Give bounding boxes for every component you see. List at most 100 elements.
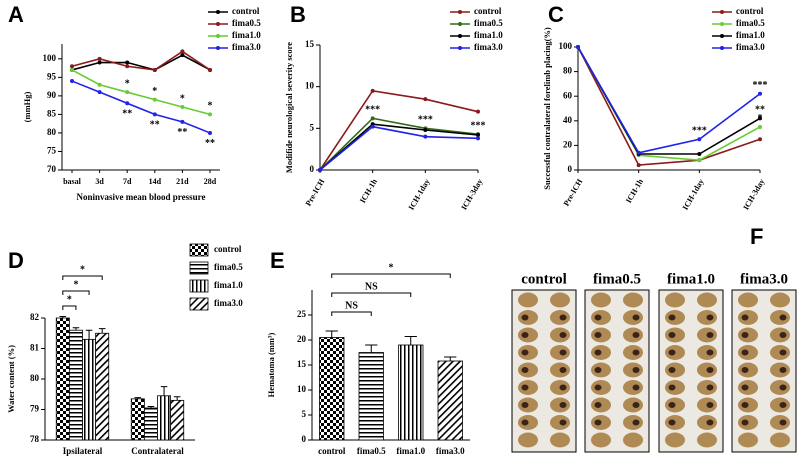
- series-line: [577, 46, 761, 166]
- data-point: [758, 137, 762, 142]
- error-bar: [444, 356, 457, 361]
- data-point: [208, 112, 212, 117]
- data-point: [697, 137, 702, 142]
- hematoma-spot: [559, 349, 567, 356]
- y-tick-label: 80: [47, 127, 57, 137]
- error-bar: [72, 327, 80, 331]
- data-point: [125, 101, 130, 106]
- legend-label: fima0.5: [232, 18, 261, 28]
- x-axis-label: Noninvasive mean blood pressure: [77, 192, 206, 202]
- significance-mark: **: [150, 120, 160, 131]
- x-tick-label: ICH-3day: [459, 177, 484, 211]
- x-tick-label: fima0.5: [357, 446, 386, 456]
- bar: [398, 344, 424, 441]
- hematoma-spot: [559, 314, 567, 321]
- legend-label: fima1.0: [214, 280, 243, 290]
- hematoma-spot: [559, 402, 567, 408]
- comparison-label: NS: [345, 300, 358, 311]
- hematoma-spot: [594, 332, 602, 338]
- panel-letter: E: [270, 248, 285, 273]
- data-point: [758, 91, 762, 96]
- hematoma-spot: [706, 314, 714, 321]
- hematoma-spot: [779, 367, 787, 373]
- y-tick-label: 80: [563, 66, 573, 76]
- series-line: [71, 69, 211, 116]
- legend-label: fima3.0: [232, 42, 261, 52]
- comparison-label: *: [389, 262, 394, 273]
- x-tick-label: ICH-3day: [741, 177, 766, 211]
- significance-mark: **: [205, 138, 215, 149]
- legend-marker: [216, 34, 220, 38]
- legend-marker: [216, 46, 220, 50]
- legend-swatch: [189, 261, 209, 275]
- data-point: [70, 79, 74, 84]
- legend-label: fima1.0: [232, 30, 261, 40]
- hematoma-spot: [779, 402, 787, 408]
- comparison-bracket: [331, 292, 412, 297]
- data-point: [180, 49, 185, 54]
- x-tick-label: ICH-1h: [624, 177, 645, 205]
- hematoma-spot: [559, 367, 567, 373]
- photo-label: fima3.0: [740, 271, 788, 287]
- comparison-bracket: [331, 311, 372, 316]
- data-point: [476, 136, 480, 141]
- x-tick-label: Ipsilateral: [63, 446, 103, 456]
- legend-label: fima1.0: [474, 30, 503, 40]
- y-tick-label: 25: [297, 309, 307, 319]
- data-point: [423, 128, 428, 132]
- brain-slice: [550, 432, 570, 448]
- legend-label: control: [232, 6, 260, 16]
- brain-slice: [518, 292, 538, 308]
- hematoma-spot: [779, 349, 787, 356]
- x-tick-label: ICH-1day: [407, 177, 432, 211]
- hematoma-spot: [632, 384, 640, 391]
- data-point: [97, 90, 102, 95]
- bar: [82, 338, 97, 441]
- x-tick-label: fima1.0: [396, 446, 425, 456]
- legend-marker: [216, 10, 220, 14]
- x-tick-label: Contralateral: [131, 446, 184, 456]
- y-tick-label: 90: [47, 90, 57, 100]
- series-line: [577, 46, 761, 161]
- hematoma-spot: [521, 367, 529, 373]
- series-line: [319, 123, 479, 171]
- panel-letter: C: [548, 2, 564, 27]
- y-axis-label: Water content (%): [6, 345, 16, 413]
- data-point: [697, 158, 702, 163]
- hematoma-spot: [594, 314, 602, 321]
- data-point: [758, 116, 762, 121]
- error-bar: [173, 396, 181, 401]
- data-point: [370, 116, 375, 121]
- hematoma-spot: [594, 367, 602, 373]
- comparison-label: NS: [365, 281, 378, 292]
- y-tick-label: 95: [47, 71, 57, 81]
- error-bar: [404, 336, 417, 345]
- legend-label: control: [736, 6, 764, 16]
- comparison-label: *: [67, 294, 72, 305]
- series-line: [319, 117, 479, 171]
- comparison-label: *: [80, 264, 85, 275]
- panel-letter: D: [8, 248, 24, 273]
- hematoma-spot: [779, 384, 787, 391]
- significance-mark: *: [152, 86, 157, 97]
- hematoma-spot: [632, 349, 640, 356]
- brain-slice: [770, 292, 790, 308]
- x-tick-label: 3d: [95, 177, 104, 186]
- hematoma-spot: [741, 402, 749, 408]
- data-point: [180, 53, 185, 58]
- data-point: [636, 150, 641, 155]
- bar: [319, 337, 345, 441]
- hematoma-spot: [668, 402, 676, 408]
- hematoma-spot: [706, 419, 714, 426]
- hematoma-spot: [559, 384, 567, 391]
- y-tick-label: 100: [559, 41, 573, 51]
- error-bar: [325, 330, 338, 338]
- hematoma-spot: [741, 367, 749, 373]
- legend-label: fima3.0: [736, 42, 765, 52]
- data-point: [758, 124, 762, 129]
- hematoma-spot: [668, 384, 676, 391]
- series-line: [71, 80, 211, 134]
- x-tick-label: 21d: [176, 177, 189, 186]
- x-tick-label: 28d: [204, 177, 217, 186]
- y-tick-label: 80: [30, 373, 40, 383]
